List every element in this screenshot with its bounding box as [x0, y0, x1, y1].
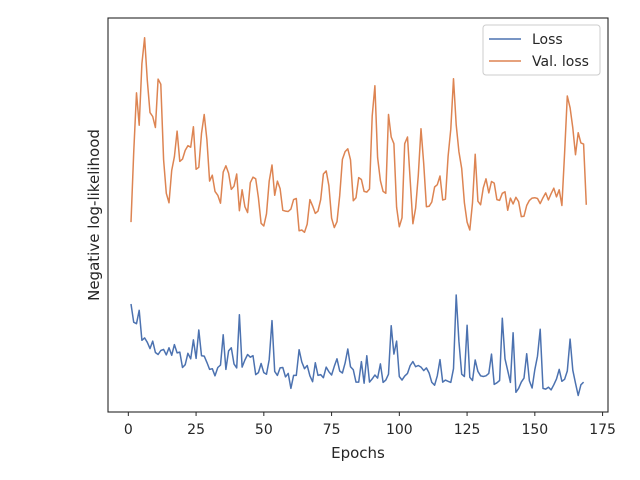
- x-tick-label: 75: [323, 422, 341, 438]
- x-axis-label: Epochs: [331, 444, 385, 462]
- legend: Loss Val. loss: [482, 24, 601, 76]
- x-tick-label: 175: [589, 422, 616, 438]
- series-line-val-loss: [130, 36, 588, 234]
- plot-lines: [130, 36, 588, 397]
- legend-label: Loss: [532, 32, 563, 48]
- y-axis-label: Negative log-likelihood: [85, 129, 103, 301]
- legend-box: [482, 24, 601, 76]
- plot-frame: [107, 17, 609, 413]
- x-tick-label: 0: [124, 422, 133, 438]
- x-axis-ticks: 0 25 50 75 100 125 150 175: [124, 412, 616, 438]
- x-tick-label: 150: [521, 422, 548, 438]
- x-tick-label: 125: [454, 422, 481, 438]
- x-tick-label: 100: [386, 422, 413, 438]
- x-tick-label: 25: [187, 422, 205, 438]
- x-tick-label: 50: [255, 422, 273, 438]
- legend-label: Val. loss: [532, 54, 589, 70]
- series-line-loss: [130, 294, 585, 397]
